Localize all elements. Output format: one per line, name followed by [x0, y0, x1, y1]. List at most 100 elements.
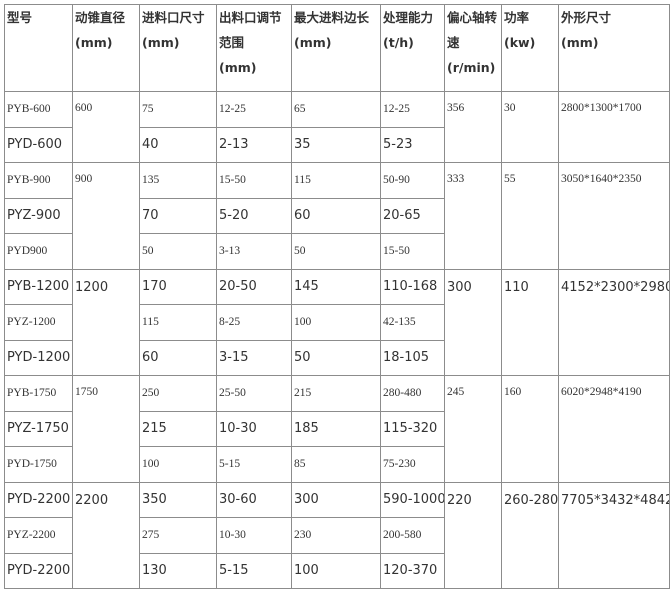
header-cell: 处理能力 (t/h): [380, 4, 445, 92]
cell: 75: [139, 91, 217, 128]
cell: 3050*1640*2350: [558, 162, 670, 270]
cell: 18-105: [380, 339, 445, 376]
cell: 20-50: [216, 268, 292, 305]
cell: 70: [139, 197, 217, 234]
table-row: PYB-1750 1750 250 25-50 215 280-480 245 160 6020…: [4, 375, 670, 483]
cell: 110-168: [380, 268, 445, 305]
table-row: PYD-1750 100 5-15 85 75-230: [4, 446, 670, 483]
table-row: PYB-1200 1200 170 20-50 145 110-168 300 110 4152…: [4, 268, 670, 376]
header-text: 进料口尺寸: [142, 10, 205, 25]
header-text: 动锥直径: [75, 10, 126, 25]
cell: 2-13: [216, 126, 292, 163]
table-row: PYZ-1200 115 8-25 100 42-135: [4, 304, 670, 341]
cell: 5-20: [216, 197, 292, 234]
cell: PYZ-900: [4, 197, 73, 234]
header-text: (mm): [219, 60, 257, 75]
cell: 100: [291, 304, 381, 341]
header-text: 外形尺寸: [561, 10, 612, 25]
cell: 275: [139, 517, 217, 554]
header-text: 最大进料边长: [294, 10, 370, 25]
cell: PYD-2200: [4, 481, 73, 518]
cell: 100: [291, 552, 381, 589]
header-cell: 动锥直径 (mm): [72, 4, 140, 92]
cell: 15-50: [216, 162, 292, 199]
table-row: PYD-600 40 2-13 35 5-23: [4, 126, 670, 163]
cell: PYB-1750: [4, 375, 73, 412]
header-text: 范围: [219, 35, 245, 50]
header-text: (mm): [142, 35, 180, 50]
cell: 160: [501, 375, 559, 483]
cell: 170: [139, 268, 217, 305]
cell: 42-135: [380, 304, 445, 341]
cell: 356: [444, 91, 502, 163]
header-text: (t/h): [383, 35, 414, 50]
cell: PYB-900: [4, 162, 73, 199]
cell: 130: [139, 552, 217, 589]
cell: 30: [501, 91, 559, 163]
cell: 145: [291, 268, 381, 305]
cell: PYD-2200: [4, 552, 73, 589]
header-cell: 偏心轴转速 (r/min): [444, 4, 502, 92]
table-row: PYD-2200 130 5-15 100 120-370: [4, 552, 670, 589]
cell: 900: [72, 162, 140, 270]
header-cell: 最大进料边长 (mm): [291, 4, 381, 92]
cell: 230: [291, 517, 381, 554]
cell: 1200: [72, 268, 140, 376]
cell: 215: [139, 410, 217, 447]
header-text: 速: [447, 35, 460, 50]
cell: 135: [139, 162, 217, 199]
cell: 60: [291, 197, 381, 234]
cell: 280-480: [380, 375, 445, 412]
cell: 220: [444, 481, 502, 589]
cell: 200-580: [380, 517, 445, 554]
cell: 35: [291, 126, 381, 163]
cell: 5-23: [380, 126, 445, 163]
table-row: PYD-1200 60 3-15 50 18-105: [4, 339, 670, 376]
cell: 8-25: [216, 304, 292, 341]
cell: 2800*1300*1700: [558, 91, 670, 163]
cell: 10-30: [216, 410, 292, 447]
header-text: (kw): [504, 35, 536, 50]
cell: 3-13: [216, 233, 292, 270]
cell: 115: [291, 162, 381, 199]
cell: 85: [291, 446, 381, 483]
table-row: PYD900 50 3-13 50 15-50: [4, 233, 670, 270]
header-text: (mm): [75, 35, 113, 50]
cell: 2200: [72, 481, 140, 589]
table-row: PYB-600 600 75 12-25 65 12-25 356 30 2800*1300*1…: [4, 91, 670, 163]
cell: 40: [139, 126, 217, 163]
cell: 600: [72, 91, 140, 163]
cell: 215: [291, 375, 381, 412]
cell: 333: [444, 162, 502, 270]
cell: 7705*3432*4842: [558, 481, 670, 589]
cell: 12-25: [216, 91, 292, 128]
cell: 65: [291, 91, 381, 128]
cell: 300: [291, 481, 381, 518]
cell: 50: [291, 233, 381, 270]
table-row: PYZ-2200 275 10-30 230 200-580: [4, 517, 670, 554]
cell: 20-65: [380, 197, 445, 234]
cell: 120-370: [380, 552, 445, 589]
cell: 100: [139, 446, 217, 483]
cell: PYD-1750: [4, 446, 73, 483]
header-cell: 功率 (kw): [501, 4, 559, 92]
cell: PYD-600: [4, 126, 73, 163]
header-text: (r/min): [447, 60, 496, 75]
header-cell: 出料口调节范围 (mm): [216, 4, 292, 92]
cell: 350: [139, 481, 217, 518]
cell: 300: [444, 268, 502, 376]
header-text: 出料口调节: [219, 10, 282, 25]
cell: 590-1000: [380, 481, 445, 518]
header-row: 型号 动锥直径 (mm) 进料口尺寸 (mm) 出料口调节 范围 (mm) 最大进料边长 (mm)…: [4, 4, 670, 92]
cell: 5-15: [216, 552, 292, 589]
cell: 1750: [72, 375, 140, 483]
cell: PYB-600: [4, 91, 73, 128]
cell: 50: [139, 233, 217, 270]
table-row: PYZ-1750 215 10-30 185 115-320: [4, 410, 670, 447]
cell: PYD-1200: [4, 339, 73, 376]
cell: PYZ-1750: [4, 410, 73, 447]
header-text: (mm): [294, 35, 332, 50]
cell: 12-25: [380, 91, 445, 128]
cell: 115: [139, 304, 217, 341]
cell: 60: [139, 339, 217, 376]
